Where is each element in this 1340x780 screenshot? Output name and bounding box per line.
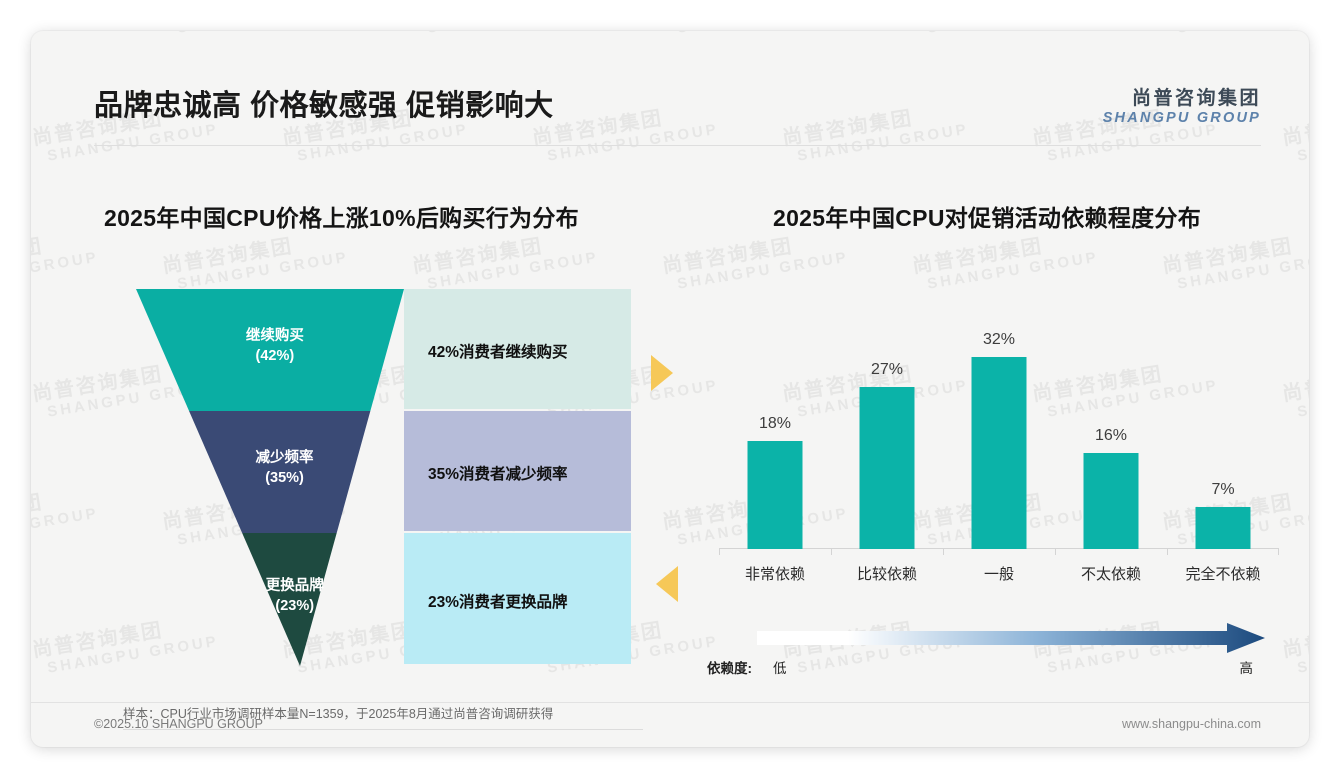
bar-value-label-4: 7% xyxy=(1211,481,1235,498)
slide-header: 品牌忠诚高 价格敏感强 促销影响大 尚普咨询集团 SHANGPU GROUP xyxy=(31,31,1309,126)
footer-copyright: ©2025.10 SHANGPU GROUP xyxy=(94,717,263,731)
logo-chinese-text: 尚普咨询集团 xyxy=(1131,88,1261,109)
bar-chart: 18% 非常依赖 27% 比较依赖 32% 一般 16% 不太依赖 7% 完全不依赖 xyxy=(719,293,1279,593)
bar-4[interactable] xyxy=(1195,507,1251,549)
funnel-band-label-2: 更换品牌 (23%) xyxy=(235,576,355,616)
axis-tick xyxy=(1167,549,1168,555)
header-divider xyxy=(94,145,1261,146)
triangle-left-icon xyxy=(656,566,678,602)
funnel-band-name: 减少频率 xyxy=(255,450,314,466)
axis-tick xyxy=(831,549,832,555)
legend-low-label: 低 xyxy=(773,661,787,676)
axis-tick xyxy=(719,549,720,555)
bar-chart-axis-ticks xyxy=(719,549,1279,555)
source-note-text: 样本：CPU行业市场调研样本量N=1359，于2025年8月通过尚普咨询调研获得 xyxy=(123,707,554,721)
axis-tick xyxy=(1278,549,1279,555)
funnel-side-block-1 xyxy=(404,411,631,531)
bar-0[interactable] xyxy=(747,441,803,549)
funnel-side-block-0 xyxy=(404,289,631,409)
bar-category-label-1: 比较依赖 xyxy=(856,566,918,583)
logo-english-text: SHANGPU GROUP xyxy=(1102,110,1261,127)
funnel-band-label-0: 继续购买 (42%) xyxy=(215,326,335,366)
bar-category-label-2: 一般 xyxy=(983,566,1015,583)
bar-value-label-0: 18% xyxy=(758,415,792,432)
bar-category-label-0: 非常依赖 xyxy=(744,566,806,583)
axis-tick xyxy=(943,549,944,555)
page-title: 品牌忠诚高 价格敏感强 促销影响大 xyxy=(94,90,554,122)
bar-3[interactable] xyxy=(1083,453,1139,549)
funnel-band-value: (23%) xyxy=(275,597,315,614)
bar-category-label-3: 不太依赖 xyxy=(1080,566,1142,583)
funnel-band-label-1: 减少频率 (35%) xyxy=(225,448,345,488)
bar-value-label-3: 16% xyxy=(1094,427,1128,444)
gradient-arrow-shape xyxy=(757,623,1265,653)
funnel-chart: 继续购买 (42%) 减少频率 (35%) 更换品牌 (23%) 42%消费者继续购买… xyxy=(104,281,678,676)
funnel-band-value: (35%) xyxy=(265,470,304,486)
legend-label: 依赖度: xyxy=(707,661,752,676)
bar-value-label-2: 32% xyxy=(982,331,1016,348)
funnel-band-value: (42%) xyxy=(255,348,295,364)
slide-footer: ©2025.10 SHANGPU GROUP www.shangpu-china… xyxy=(31,702,1309,747)
right-chart-title: 2025年中国CPU对促销活动依赖程度分布 xyxy=(773,205,1202,231)
funnel-band-name: 继续购买 xyxy=(245,328,304,344)
bar-value-label-1: 27% xyxy=(870,361,904,378)
funnel-band-0 xyxy=(136,289,404,411)
bar-2[interactable] xyxy=(971,357,1027,549)
brand-logo: 尚普咨询集团 SHANGPU GROUP xyxy=(1103,88,1261,128)
funnel-side-label-0: 42%消费者继续购买 xyxy=(428,344,568,361)
footer-website[interactable]: www.shangpu-china.com xyxy=(1122,717,1261,731)
funnel-side-block-2 xyxy=(404,533,631,664)
funnel-band-name: 更换品牌 xyxy=(265,577,324,594)
source-note: 样本：CPU行业市场调研样本量N=1359，于2025年8月通过尚普咨询调研获得 xyxy=(123,703,643,730)
funnel-band-1 xyxy=(189,411,371,533)
legend-high-label: 高 xyxy=(1239,661,1254,676)
axis-tick xyxy=(1055,549,1056,555)
bar-category-label-4: 完全不依赖 xyxy=(1185,566,1261,583)
dependency-gradient-legend: 依赖度: 低 高 xyxy=(707,623,1279,685)
funnel-band-2 xyxy=(242,533,337,666)
triangle-right-icon xyxy=(651,355,673,391)
funnel-side-label-2: 23%消费者更换品牌 xyxy=(428,593,568,611)
left-chart-title: 2025年中国CPU价格上涨10%后购买行为分布 xyxy=(104,205,579,231)
funnel-svg xyxy=(136,289,631,666)
funnel-side-label-1: 35%消费者减少频率 xyxy=(428,466,568,483)
slide-card: 尚普咨询集团 SHANGPU GROUP 尚普咨询集团 SHANGPU GROUP 尚普… xyxy=(31,31,1309,747)
gradient-arrow-icon xyxy=(757,623,1265,653)
bar-1[interactable] xyxy=(859,387,915,549)
